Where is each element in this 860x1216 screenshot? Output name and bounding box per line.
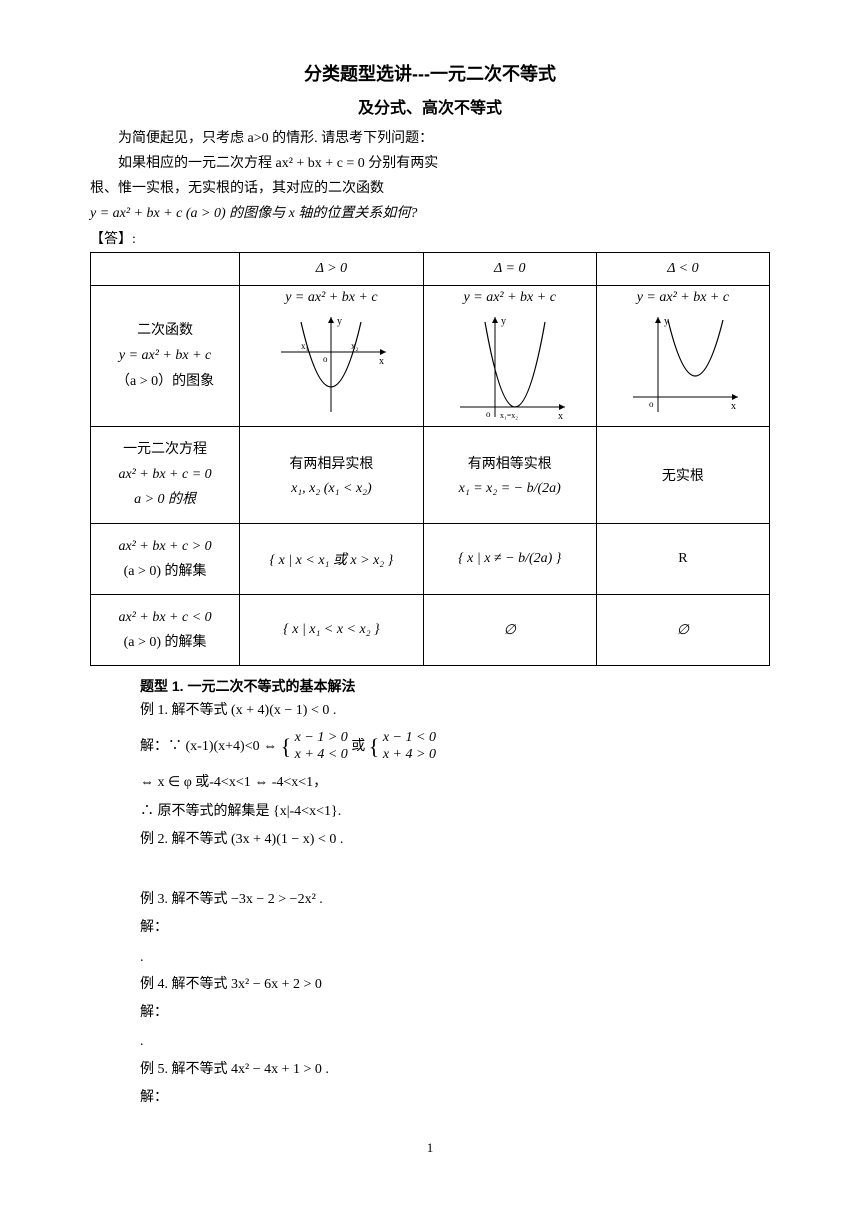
graph-cell-one-root: y = ax² + bx + c x y x₁=x₂ o	[423, 286, 596, 427]
graph-label-l3: （a > 0）的图象	[97, 369, 233, 394]
header-delta-neg: Δ < 0	[596, 253, 769, 286]
ex1-sol-prefix: 解：∵ (x-1)(x+4)<0 ⇔	[140, 739, 281, 754]
gt-label-l1: ax² + bx + c > 0	[97, 534, 233, 559]
header-empty	[91, 253, 240, 286]
svg-text:o: o	[649, 399, 654, 409]
dot-3: .	[140, 945, 770, 970]
graph-label-l2: y = ax² + bx + c	[97, 343, 233, 368]
svg-text:x₂: x₂	[351, 341, 359, 351]
example-2: 例 2. 解不等式 (3x + 4)(1 − x) < 0 .	[140, 829, 770, 851]
roots-row-label: 一元二次方程 ax² + bx + c = 0 a > 0 的根	[91, 427, 240, 524]
svg-text:y: y	[337, 316, 342, 327]
lt-sol-two: { x | x₁ < x < x₂ }	[240, 594, 424, 665]
gt-sol-none: R	[596, 523, 769, 594]
ex1-case2-l1: x − 1 < 0	[383, 730, 436, 745]
discriminant-table: Δ > 0 Δ = 0 Δ < 0 二次函数 y = ax² + bx + c …	[90, 252, 770, 666]
ex1-case2-l2: x + 4 > 0	[383, 747, 436, 762]
gt-label-l2: (a > 0) 的解集	[97, 559, 233, 584]
graph-eq-3: y = ax² + bx + c	[601, 290, 765, 306]
table-row-graph: 二次函数 y = ax² + bx + c （a > 0）的图象 y = ax²…	[91, 286, 770, 427]
graph-cell-two-roots: y = ax² + bx + c x y x₁ x₂ o	[240, 286, 424, 427]
example-4-solution: 解：	[140, 1000, 770, 1025]
roots-two: 有两相异实根 x₁, x₂ (x₁ < x₂)	[240, 427, 424, 524]
sub-title: 及分式、高次不等式	[90, 94, 770, 118]
example-4: 例 4. 解不等式 3x² − 6x + 2 > 0	[140, 974, 770, 996]
table-row-gt: ax² + bx + c > 0 (a > 0) 的解集 { x | x < x…	[91, 523, 770, 594]
roots-two-l1: 有两相异实根	[246, 453, 417, 473]
example-1-solution-3: ∴ 原不等式的解集是 {x|-4<x<1}.	[140, 799, 770, 824]
intro-line-3: 根、惟一实根，无实根的话，其对应的二次函数	[90, 178, 770, 199]
header-delta-pos: Δ > 0	[240, 253, 424, 286]
graph-eq-1: y = ax² + bx + c	[244, 290, 419, 306]
svg-text:x: x	[558, 411, 563, 422]
page-number: 1	[90, 1140, 770, 1156]
gt-sol-two: { x | x < x₁ 或 x > x₂ }	[240, 523, 424, 594]
graph-row-label: 二次函数 y = ax² + bx + c （a > 0）的图象	[91, 286, 240, 427]
graph-cell-no-root: y = ax² + bx + c x y o	[596, 286, 769, 427]
svg-text:o: o	[323, 354, 328, 364]
gt-row-label: ax² + bx + c > 0 (a > 0) 的解集	[91, 523, 240, 594]
svg-text:x₁=x₂: x₁=x₂	[500, 411, 518, 420]
example-3-solution: 解：	[140, 915, 770, 940]
roots-label-l2: ax² + bx + c = 0	[97, 462, 233, 487]
example-1-solution-2: ⇔ x ∈ φ 或-4<x<1 ⇔ -4<x<1，	[140, 770, 770, 795]
lt-sol-none: ∅	[596, 594, 769, 665]
roots-one-l2: x₁ = x₂ = − b/(2a)	[430, 481, 590, 497]
section-1-title: 题型 1. 一元二次不等式的基本解法	[140, 676, 770, 696]
ex1-sol-or: 或	[351, 739, 369, 754]
svg-text:x₁: x₁	[301, 341, 309, 351]
intro-line-2: 如果相应的一元二次方程 ax² + bx + c = 0 分别有两实	[90, 153, 770, 174]
roots-one-l1: 有两相等实根	[430, 453, 590, 473]
graph-eq-2: y = ax² + bx + c	[428, 290, 592, 306]
ex1-case1-l2: x + 4 < 0	[295, 747, 348, 762]
roots-label-l1: 一元二次方程	[97, 437, 233, 462]
parabola-two-roots-icon: x y x₁ x₂ o	[271, 312, 391, 422]
lt-label-l1: ax² + bx + c < 0	[97, 605, 233, 630]
lt-label-l2: (a > 0) 的解集	[97, 630, 233, 655]
svg-text:y: y	[664, 316, 669, 327]
gt-sol-one: { x | x ≠ − b/(2a) }	[423, 523, 596, 594]
intro-line-1: 为简便起见，只考虑 a>0 的情形. 请思考下列问题：	[90, 128, 770, 149]
parabola-one-root-icon: x y x₁=x₂ o	[450, 312, 570, 422]
main-title: 分类题型选讲---一元二次不等式	[90, 60, 770, 86]
lt-sol-one: ∅	[423, 594, 596, 665]
table-row-lt: ax² + bx + c < 0 (a > 0) 的解集 { x | x₁ < …	[91, 594, 770, 665]
example-1-solution-1: 解：∵ (x-1)(x+4)<0 ⇔ { x − 1 > 0 x + 4 < 0…	[140, 727, 770, 767]
roots-one: 有两相等实根 x₁ = x₂ = − b/(2a)	[423, 427, 596, 524]
example-5: 例 5. 解不等式 4x² − 4x + 1 > 0 .	[140, 1059, 770, 1081]
table-header-row: Δ > 0 Δ = 0 Δ < 0	[91, 253, 770, 286]
header-delta-zero: Δ = 0	[423, 253, 596, 286]
svg-text:o: o	[486, 409, 491, 419]
parabola-no-root-icon: x y o	[623, 312, 743, 422]
roots-two-l2: x₁, x₂ (x₁ < x₂)	[246, 481, 417, 497]
example-3: 例 3. 解不等式 −3x − 2 > −2x² .	[140, 889, 770, 911]
ex1-case1-l1: x − 1 > 0	[295, 730, 348, 745]
graph-label-l1: 二次函数	[97, 318, 233, 343]
roots-label-l3: a > 0 的根	[97, 487, 233, 512]
intro-line-4: y = ax² + bx + c (a > 0) 的图像与 x 轴的位置关系如何…	[90, 203, 770, 224]
svg-text:x: x	[379, 356, 384, 367]
svg-text:y: y	[501, 316, 506, 327]
roots-none: 无实根	[596, 427, 769, 524]
dot-4: .	[140, 1029, 770, 1054]
table-row-roots: 一元二次方程 ax² + bx + c = 0 a > 0 的根 有两相异实根 …	[91, 427, 770, 524]
example-5-solution: 解：	[140, 1085, 770, 1110]
answer-label: 【答】:	[90, 228, 770, 248]
example-1: 例 1. 解不等式 (x + 4)(x − 1) < 0 .	[140, 700, 770, 722]
svg-text:x: x	[731, 401, 736, 412]
lt-row-label: ax² + bx + c < 0 (a > 0) 的解集	[91, 594, 240, 665]
